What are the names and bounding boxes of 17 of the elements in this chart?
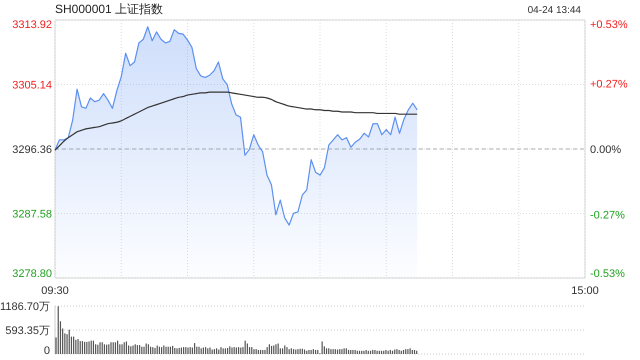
y2-tick-label: +0.53%: [590, 19, 628, 31]
text: 04-24 13:44: [528, 5, 582, 16]
x-tick-label: 09:30: [41, 285, 69, 297]
y-tick-label: 3313.92: [12, 19, 52, 31]
chart-title: SH000001 上证指数: [55, 2, 164, 16]
y-tick-label: 3305.14: [12, 80, 52, 92]
y2-tick-label: -0.53%: [590, 268, 626, 280]
y-tick-label: 3287.58: [12, 208, 52, 220]
y2-tick-label: -0.27%: [590, 210, 626, 222]
y-tick-label: 3296.36: [12, 144, 52, 156]
y-tick-label: 3278.80: [12, 268, 52, 280]
y-tick-label: 1186.70万: [0, 301, 50, 313]
y-tick-label: 593.35万: [5, 325, 50, 337]
y2-tick-label: +0.27%: [590, 78, 628, 90]
y-tick-label: 0: [44, 345, 50, 357]
y2-tick-label: 0.00%: [590, 144, 622, 156]
x-tick-label: 15:00: [571, 285, 599, 297]
